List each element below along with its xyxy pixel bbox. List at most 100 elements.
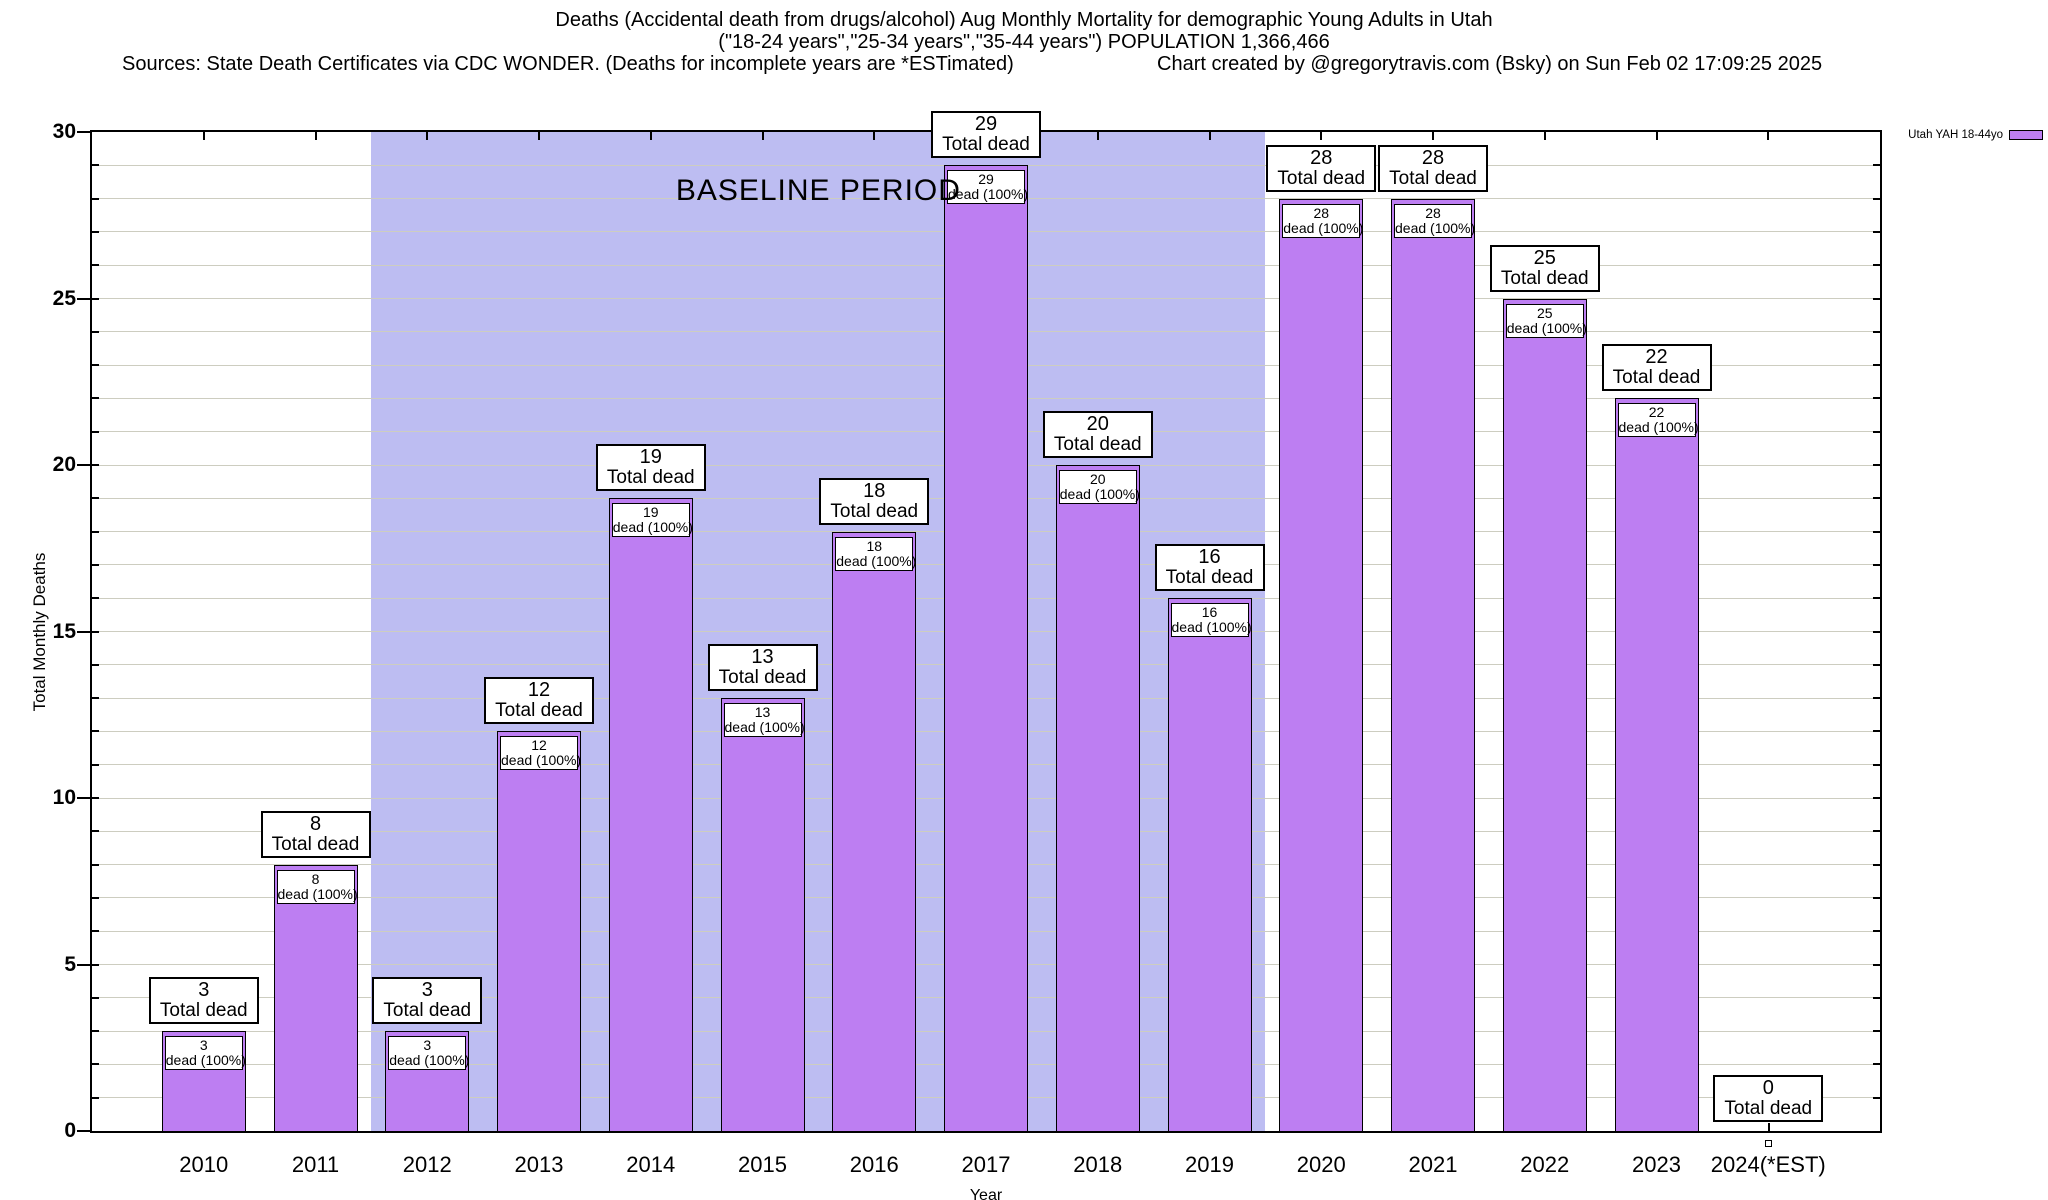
bar-2019 — [1167, 598, 1252, 1131]
xtick-label-2011: 2011 — [291, 1152, 340, 1177]
bar-inner-caption: dead (100%) — [948, 186, 1029, 203]
axis-tick — [92, 930, 99, 933]
axis-tick — [92, 397, 99, 400]
bar-inner-caption: dead (100%) — [612, 519, 693, 536]
xtick-label-2012: 2012 — [402, 1152, 452, 1177]
axis-tick — [1873, 397, 1880, 400]
xtick-label-2015: 2015 — [738, 1152, 787, 1177]
bar-inner-label-2020: 28 dead (100%) — [1282, 203, 1363, 238]
bar-2013 — [497, 731, 581, 1131]
bar-inner-label-2014: 19 dead (100%) — [611, 503, 693, 538]
bar-total-caption: Total dead — [1389, 167, 1477, 189]
ytick-mark-20 — [77, 464, 90, 466]
xtick-label-2022: 2022 — [1520, 1152, 1570, 1177]
bar-inner-caption: dead (100%) — [1171, 619, 1252, 636]
bar-inner-caption: dead (100%) — [1059, 486, 1140, 502]
axis-tick — [1873, 963, 1880, 966]
x-axis-title: Year — [969, 1187, 1003, 1200]
axis-tick — [1873, 863, 1880, 866]
axis-tick — [649, 132, 652, 140]
axis-tick — [92, 863, 99, 866]
axis-tick — [1873, 330, 1880, 333]
bar-inner-caption: dead (100%) — [501, 752, 582, 769]
xtick-label-2018: 2018 — [1073, 1152, 1123, 1177]
bar-inner-value: 20 — [1089, 471, 1106, 487]
bar-total-caption: Total dead — [1165, 567, 1254, 589]
bar-top-label-2017: 29 Total dead — [931, 111, 1041, 159]
bar-inner-label-2015: 13 dead (100%) — [723, 703, 805, 738]
ytick-label-20: 20 — [52, 453, 76, 476]
xtick-label-2019: 2019 — [1185, 1152, 1234, 1177]
axis-tick — [1655, 132, 1658, 140]
bar-inner-caption: dead (100%) — [1506, 319, 1587, 336]
ytick-mark-10 — [77, 797, 90, 799]
bar-inner-value: 19 — [642, 504, 659, 521]
bar-total-value: 13 — [751, 646, 774, 669]
bar-total-caption: Total dead — [718, 667, 807, 689]
bar-inner-label-2012: 3 dead (100%) — [388, 1036, 469, 1071]
ytick-mark-25 — [77, 297, 90, 300]
bar-2022 — [1502, 298, 1587, 1131]
xtick-label-2017: 2017 — [961, 1152, 1011, 1177]
chart-credit: Chart created by @gregorytravis.com (Bsk… — [1157, 53, 1823, 75]
axis-tick — [92, 264, 99, 267]
plot-area: BASELINE PERIOD 3 dead (100%) 3 Total dead 8… — [90, 111, 1882, 1147]
axis-tick — [1873, 896, 1880, 899]
bar-2015 — [720, 698, 805, 1131]
xtick-label-2016: 2016 — [849, 1152, 899, 1177]
bar-inner-label-2021: 28 dead (100%) — [1394, 203, 1476, 238]
legend: Utah YAH 18-44yo — [1908, 129, 2043, 141]
bar-total-value: 3 — [198, 979, 210, 1002]
zero-value-marker-icon — [1764, 1140, 1772, 1147]
axis-tick — [92, 297, 99, 300]
ytick-mark-0 — [77, 1130, 90, 1132]
axis-tick — [1873, 364, 1880, 367]
axis-tick — [1873, 630, 1880, 633]
axis-tick — [538, 132, 540, 140]
bar-inner-caption: dead (100%) — [1395, 219, 1476, 236]
axis-tick — [1873, 1096, 1880, 1099]
axis-tick — [1873, 1063, 1880, 1066]
axis-tick — [92, 464, 99, 466]
bar-top-label-2020: 28 Total dead — [1266, 144, 1377, 192]
bar-inner-value: 29 — [978, 171, 994, 188]
bar-inner-value: 28 — [1313, 204, 1330, 221]
bar-inner-label-2018: 20 dead (100%) — [1058, 470, 1140, 504]
axis-tick — [92, 730, 99, 733]
bar-total-caption: Total dead — [1500, 267, 1589, 289]
ytick-label-0: 0 — [64, 1119, 76, 1142]
bar-total-value: 29 — [974, 113, 998, 136]
axis-tick — [1873, 530, 1880, 533]
axis-tick — [92, 1063, 99, 1066]
bar-inner-value: 12 — [531, 737, 547, 754]
bar-top-label-2016: 18 Total dead — [819, 477, 930, 525]
ytick-mark-30 — [77, 131, 90, 133]
bar-inner-label-2011: 8 dead (100%) — [276, 869, 358, 904]
bar-total-value: 16 — [1198, 546, 1221, 569]
bar-inner-label-2023: 22 dead (100%) — [1617, 403, 1699, 438]
bar-total-value: 18 — [863, 479, 886, 502]
bar-total-caption: Total dead — [1053, 434, 1142, 455]
axis-tick — [1873, 763, 1880, 766]
bar-top-label-2024(*EST): 0 Total dead — [1713, 1075, 1824, 1122]
bar-inner-value: 25 — [1536, 304, 1553, 321]
bar-2011 — [273, 864, 358, 1131]
axis-tick — [92, 164, 99, 167]
xtick-label-2010: 2010 — [179, 1152, 229, 1177]
axis-tick — [1873, 197, 1880, 200]
chart-sources: Sources: State Death Certificates via CD… — [122, 53, 1014, 75]
bar-total-value: 25 — [1533, 246, 1556, 269]
chart-title-line1: Deaths (Accidental death from drugs/alco… — [555, 9, 1493, 31]
axis-tick — [761, 132, 764, 140]
ytick-label-10: 10 — [52, 786, 76, 809]
xtick-label-2021: 2021 — [1408, 1152, 1458, 1177]
axis-tick — [92, 530, 99, 533]
bar-inner-value: 22 — [1648, 404, 1665, 421]
bar-total-value: 22 — [1645, 346, 1668, 369]
axis-tick — [92, 996, 99, 999]
bar-total-caption: Total dead — [271, 833, 360, 855]
bar-2021 — [1391, 198, 1475, 1131]
bar-total-value: 20 — [1086, 413, 1109, 435]
bar-total-value: 28 — [1310, 146, 1333, 169]
xtick-label-2020: 2020 — [1296, 1152, 1346, 1177]
